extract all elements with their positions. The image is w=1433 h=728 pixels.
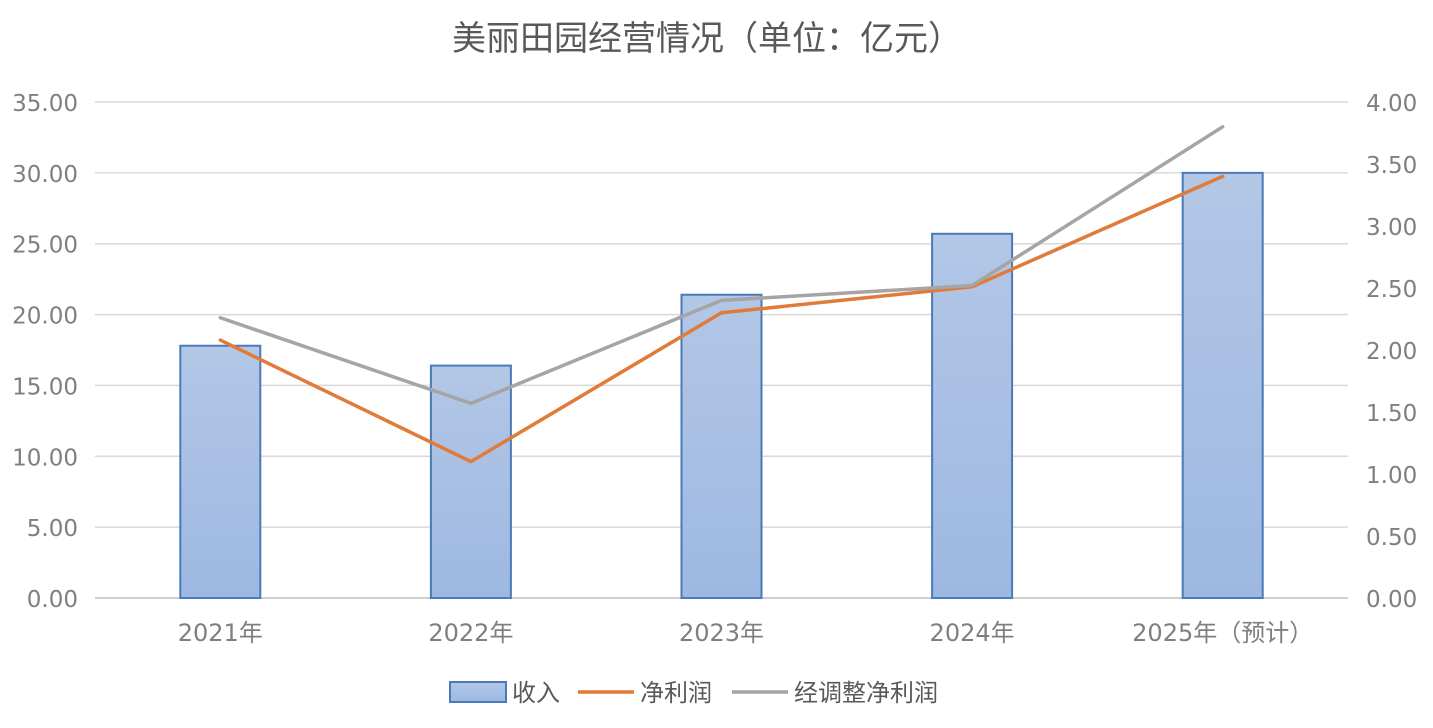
right-tick-label: 3.00 (1366, 215, 1417, 241)
left-tick-label: 20.00 (12, 304, 78, 330)
x-tick-label: 2024年 (930, 619, 1015, 647)
x-tick-label: 2025年（预计） (1132, 619, 1313, 647)
bar-收入 (931, 232, 1014, 599)
x-axis: 2021年 2022年 2023年 2024年 2025年（预计） (178, 619, 1313, 647)
bar-收入 (1181, 171, 1264, 599)
legend-label: 经调整净利润 (794, 679, 938, 707)
left-axis: 0.00 5.00 10.00 15.00 20.00 25.00 30.00 35.00 (12, 91, 78, 613)
x-tick-label: 2022年 (428, 619, 513, 647)
left-tick-label: 0.00 (27, 587, 78, 613)
right-tick-label: 3.50 (1366, 153, 1417, 179)
legend-label: 净利润 (640, 679, 712, 707)
left-tick-label: 5.00 (27, 516, 78, 542)
line-经调整净利润 (218, 125, 1225, 406)
x-tick-label: 2023年 (679, 619, 764, 647)
left-tick-label: 35.00 (12, 91, 78, 117)
right-tick-label: 1.50 (1366, 401, 1417, 427)
right-axis: 0.00 0.50 1.00 1.50 2.00 2.50 3.00 3.50 4.00 (1366, 91, 1417, 613)
left-tick-label: 15.00 (12, 374, 78, 400)
line-净利润 (218, 174, 1225, 464)
bar-收入 (680, 293, 763, 599)
legend-label: 收入 (512, 679, 560, 707)
right-tick-label: 1.00 (1366, 463, 1417, 489)
line-series (218, 125, 1225, 464)
left-tick-label: 25.00 (12, 233, 78, 259)
right-tick-label: 2.00 (1366, 339, 1417, 365)
right-tick-label: 0.50 (1366, 525, 1417, 551)
right-tick-label: 0.00 (1366, 587, 1417, 613)
left-tick-label: 30.00 (12, 162, 78, 188)
legend-swatch (449, 681, 507, 703)
x-tick-label: 2021年 (178, 619, 263, 647)
bar-收入 (179, 344, 262, 599)
legend: 收入 净利润 经调整净利润 (449, 679, 938, 707)
right-tick-label: 2.50 (1366, 277, 1417, 303)
left-tick-label: 10.00 (12, 445, 78, 471)
right-tick-label: 4.00 (1366, 91, 1417, 117)
bar-收入 (429, 364, 512, 599)
chart-title: 美丽田园经营情况（单位：亿元） (452, 19, 962, 59)
